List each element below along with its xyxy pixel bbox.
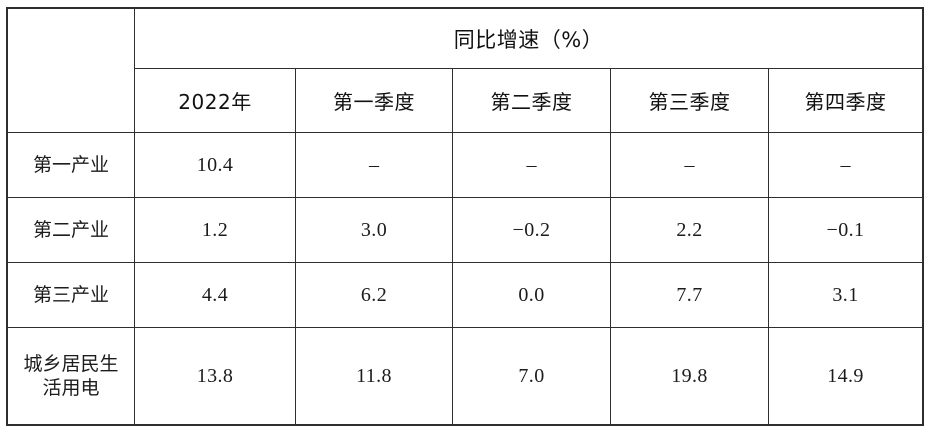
row-label-primary-industry: 第一产业	[7, 132, 135, 198]
cell-residential-q2: 7.0	[452, 327, 611, 425]
table-row: 第一产业 10.4 – – – –	[7, 132, 923, 198]
cell-secondary-q1: 3.0	[295, 197, 453, 263]
table-row: 第二产业 1.2 3.0 −0.2 2.2 −0.1	[7, 197, 923, 263]
cell-secondary-q2: −0.2	[452, 197, 611, 263]
column-header-q1: 第一季度	[295, 68, 453, 133]
cell-residential-q3: 19.8	[610, 327, 769, 425]
cell-tertiary-q3: 7.7	[610, 262, 769, 328]
cell-primary-year: 10.4	[134, 132, 296, 198]
cell-residential-q1: 11.8	[295, 327, 453, 425]
cell-tertiary-q1: 6.2	[295, 262, 453, 328]
cell-secondary-year: 1.2	[134, 197, 296, 263]
row-label-tertiary-industry: 第三产业	[7, 262, 135, 328]
table-header-title-row: 同比增速（%）	[7, 8, 923, 133]
cell-secondary-q3: 2.2	[610, 197, 769, 263]
table-body: 第一产业 10.4 – – – – 第二产业 1.2 3.0 −0.2 2.2 …	[7, 132, 923, 425]
column-header-year: 2022年	[134, 68, 296, 133]
column-header-q2: 第二季度	[452, 68, 611, 133]
cell-tertiary-year: 4.4	[134, 262, 296, 328]
table-header: 同比增速（%） 2022年 第一季度 第二季度 第三季度 第四季度	[7, 8, 923, 133]
table-title: 同比增速（%）	[134, 8, 923, 69]
column-header-q4: 第四季度	[768, 68, 923, 133]
cell-primary-q4: –	[768, 132, 923, 198]
table-row: 第三产业 4.4 6.2 0.0 7.7 3.1	[7, 262, 923, 328]
column-header-q3: 第三季度	[610, 68, 769, 133]
table-row: 城乡居民生 活用电 13.8 11.8 7.0 19.8 14.9	[7, 327, 923, 425]
cell-tertiary-q2: 0.0	[452, 262, 611, 328]
cell-residential-q4: 14.9	[768, 327, 923, 425]
table-corner-cell	[7, 8, 135, 133]
cell-primary-q1: –	[295, 132, 453, 198]
cell-residential-year: 13.8	[134, 327, 296, 425]
row-label-line-2: 活用电	[42, 377, 100, 399]
row-label-secondary-industry: 第二产业	[7, 197, 135, 263]
growth-rate-table: 同比增速（%） 2022年 第一季度 第二季度 第三季度 第四季度 第一产业 1…	[6, 7, 924, 426]
cell-secondary-q4: −0.1	[768, 197, 923, 263]
cell-primary-q3: –	[610, 132, 769, 198]
cell-tertiary-q4: 3.1	[768, 262, 923, 328]
table-header-columns-row: 2022年 第一季度 第二季度 第三季度 第四季度	[8, 68, 923, 133]
cell-primary-q2: –	[452, 132, 611, 198]
row-label-residential-electricity: 城乡居民生 活用电	[7, 327, 135, 425]
row-label-line-1: 城乡居民生	[23, 352, 119, 375]
